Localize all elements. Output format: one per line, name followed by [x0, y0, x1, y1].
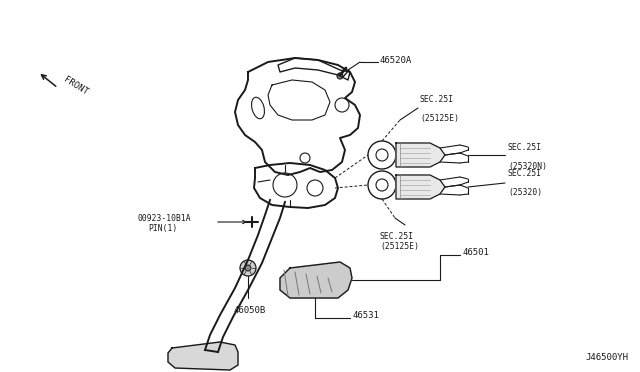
Polygon shape: [280, 262, 352, 298]
Circle shape: [240, 260, 256, 276]
Text: 46501: 46501: [463, 247, 490, 257]
Polygon shape: [168, 342, 238, 370]
Text: SEC.25I: SEC.25I: [380, 232, 414, 241]
Text: SEC.25I: SEC.25I: [420, 95, 454, 104]
Circle shape: [245, 265, 251, 271]
Polygon shape: [396, 175, 445, 199]
Text: 00923-10B1A: 00923-10B1A: [138, 214, 191, 222]
Text: 46531: 46531: [353, 311, 380, 321]
Text: FRONT: FRONT: [62, 75, 90, 97]
Circle shape: [337, 73, 343, 79]
Polygon shape: [396, 143, 445, 167]
Text: (25320): (25320): [508, 188, 542, 197]
Text: 46520A: 46520A: [380, 55, 412, 64]
Text: 46050B: 46050B: [233, 306, 265, 315]
Text: (25125E): (25125E): [420, 114, 459, 123]
Text: SEC.25I: SEC.25I: [508, 143, 542, 152]
Text: SEC.25I: SEC.25I: [508, 169, 542, 178]
Text: (25125E): (25125E): [380, 242, 419, 251]
Text: PIN(1): PIN(1): [148, 224, 177, 232]
Text: J46500YH: J46500YH: [585, 353, 628, 362]
Text: (25320N): (25320N): [508, 162, 547, 171]
